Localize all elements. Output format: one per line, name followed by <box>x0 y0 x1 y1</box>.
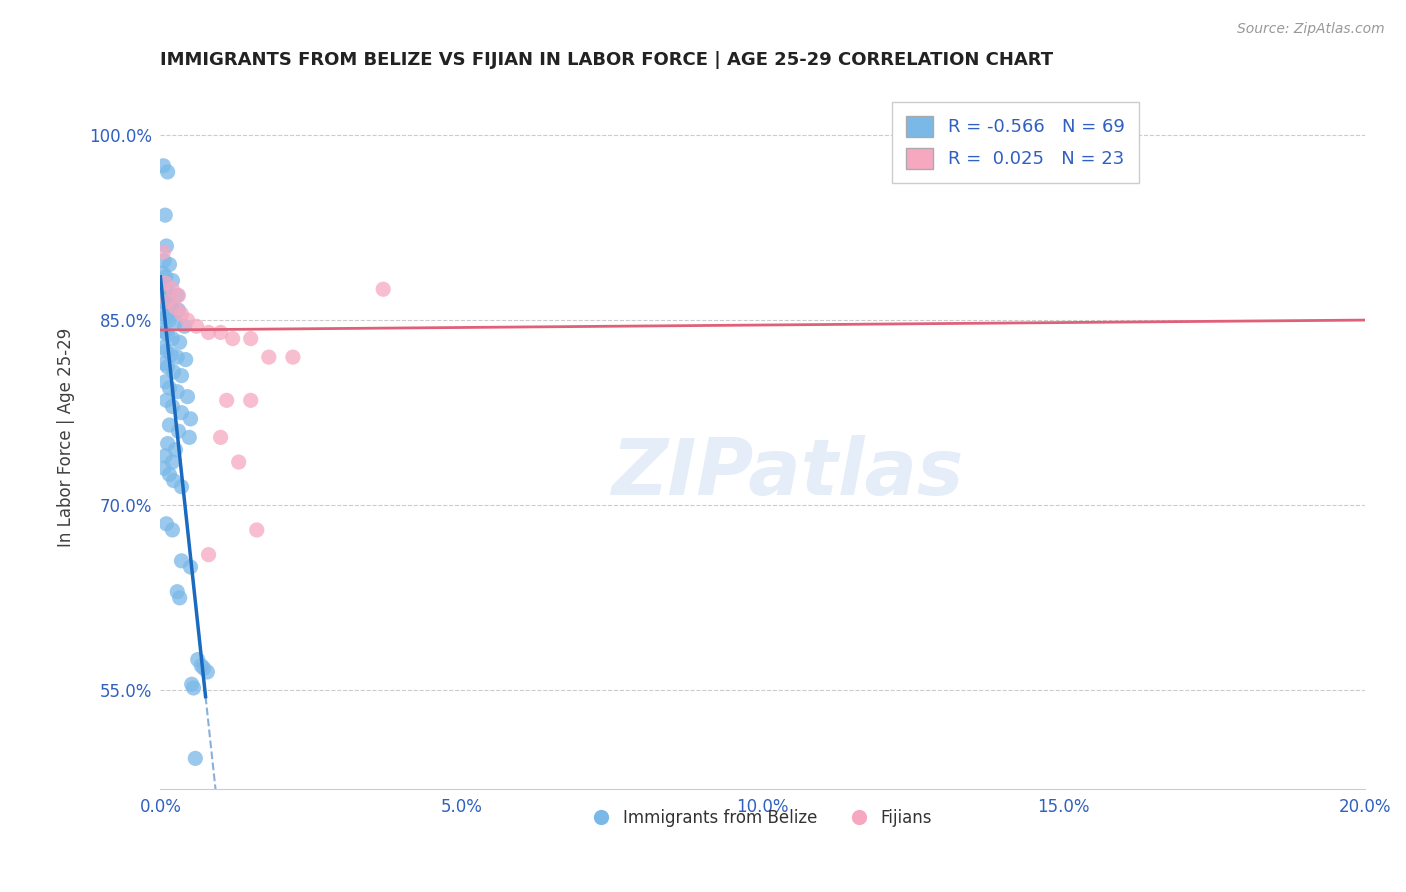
Point <box>169 335 191 350</box>
Point <box>155 516 177 531</box>
Point <box>239 393 262 408</box>
Point <box>179 560 201 574</box>
Text: ZIPatlas: ZIPatlas <box>610 434 963 510</box>
Point <box>156 285 179 300</box>
Point <box>179 430 201 444</box>
Point <box>228 455 250 469</box>
Text: IMMIGRANTS FROM BELIZE VS FIJIAN IN LABOR FORCE | AGE 25-29 CORRELATION CHART: IMMIGRANTS FROM BELIZE VS FIJIAN IN LABO… <box>160 51 1053 69</box>
Point <box>153 326 176 340</box>
Point <box>187 652 209 666</box>
Point <box>183 681 205 695</box>
Point <box>153 461 176 475</box>
Point <box>153 253 176 268</box>
Point <box>193 661 215 675</box>
Point <box>166 584 188 599</box>
Point <box>239 332 262 346</box>
Point <box>152 245 174 260</box>
Point <box>184 751 207 765</box>
Point <box>155 239 177 253</box>
Point <box>155 269 177 284</box>
Point <box>179 412 201 426</box>
Point <box>152 294 174 309</box>
Point <box>159 381 181 395</box>
Point <box>221 332 243 346</box>
Point <box>156 436 179 450</box>
Point <box>169 591 191 605</box>
Point <box>159 313 181 327</box>
Point <box>163 474 186 488</box>
Point <box>197 326 219 340</box>
Point <box>156 359 179 374</box>
Point <box>155 276 177 290</box>
Point <box>186 319 208 334</box>
Point <box>166 288 188 302</box>
Point <box>176 313 198 327</box>
Point <box>257 350 280 364</box>
Point <box>155 375 177 389</box>
Point <box>153 356 176 370</box>
Point <box>162 455 184 469</box>
Point <box>197 548 219 562</box>
Point <box>155 343 177 358</box>
Point <box>150 323 173 337</box>
Point <box>156 165 179 179</box>
Point <box>209 430 232 444</box>
Point <box>170 406 193 420</box>
Point <box>156 294 179 309</box>
Point <box>155 297 177 311</box>
Point <box>281 350 304 364</box>
Point <box>160 348 183 362</box>
Point <box>170 554 193 568</box>
Point <box>153 282 176 296</box>
Point <box>163 365 186 379</box>
Point <box>166 384 188 399</box>
Point <box>165 442 187 457</box>
Point <box>155 208 177 222</box>
Point <box>162 282 184 296</box>
Text: Source: ZipAtlas.com: Source: ZipAtlas.com <box>1237 22 1385 37</box>
Point <box>170 368 193 383</box>
Point <box>165 316 187 330</box>
Point <box>162 274 184 288</box>
Point <box>190 658 212 673</box>
Point <box>155 310 177 325</box>
Point <box>195 665 218 679</box>
Point <box>155 393 177 408</box>
Point <box>156 327 179 342</box>
Point <box>246 523 269 537</box>
Point <box>159 417 181 432</box>
Point <box>159 467 181 482</box>
Point <box>173 319 195 334</box>
Point <box>170 307 193 321</box>
Point <box>180 677 202 691</box>
Point <box>170 480 193 494</box>
Point <box>162 332 184 346</box>
Point <box>152 266 174 280</box>
Point <box>152 340 174 354</box>
Point <box>373 282 395 296</box>
Point <box>162 400 184 414</box>
Point <box>167 288 190 302</box>
Point <box>152 307 174 321</box>
Y-axis label: In Labor Force | Age 25-29: In Labor Force | Age 25-29 <box>58 327 75 547</box>
Point <box>176 390 198 404</box>
Point <box>152 159 174 173</box>
Point <box>167 424 190 438</box>
Point <box>165 301 187 315</box>
Point <box>150 278 173 293</box>
Point <box>209 326 232 340</box>
Legend: Immigrants from Belize, Fijians: Immigrants from Belize, Fijians <box>586 802 939 834</box>
Point <box>159 258 181 272</box>
Point <box>215 393 238 408</box>
Point <box>162 523 184 537</box>
Point <box>160 301 183 315</box>
Point <box>166 350 188 364</box>
Point <box>174 352 197 367</box>
Point <box>150 291 173 305</box>
Point <box>167 303 190 318</box>
Point <box>155 449 177 463</box>
